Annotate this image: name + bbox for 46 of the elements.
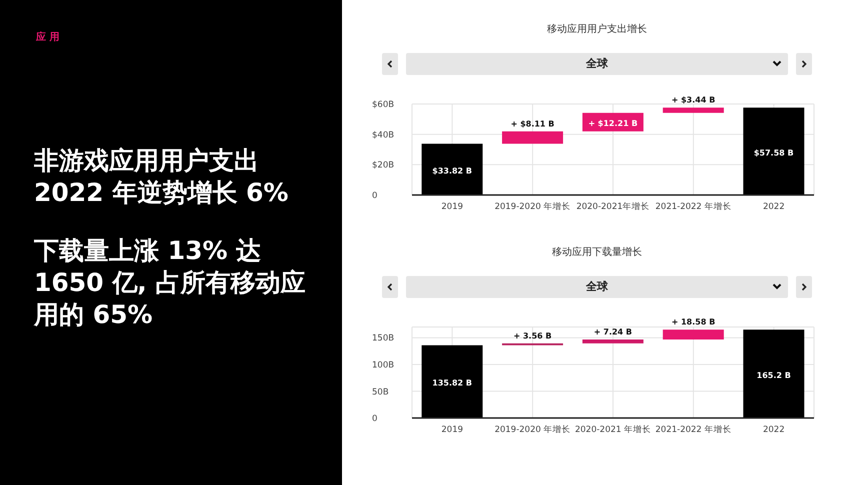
text: 2022 年逆势增长 6%	[34, 177, 290, 209]
x-tick-label: 2020-2021 年增长	[574, 424, 652, 436]
bar	[662, 330, 724, 340]
x-tick-label: 2021-2022 年增长	[655, 424, 732, 436]
x-tick-label: 2022	[762, 202, 785, 212]
data-label: 165.2 B	[756, 370, 791, 380]
bar	[422, 345, 483, 418]
data-label: $33.82 B	[432, 166, 472, 176]
y-tick-label: 150B	[372, 334, 394, 344]
text: 非游戏应用用户支出	[34, 145, 260, 177]
x-tick-label: 2019-2020 年增长	[494, 424, 571, 436]
bar	[743, 108, 804, 195]
text: 1650 亿, 占所有移动应	[34, 267, 306, 299]
x-tick-label: 2019	[441, 202, 464, 212]
x-tick-label: 2022	[762, 425, 785, 436]
y-tick-label: $60B	[372, 100, 394, 110]
data-label: + 18.58 B	[672, 318, 716, 327]
data-label: + 3.56 B	[513, 331, 552, 340]
chart-subtitle: 全球	[406, 276, 788, 298]
data-label: + $12.21 B	[588, 119, 638, 128]
chart-title: 移动应用用户支出增长	[546, 22, 648, 37]
y-tick-label: 100B	[372, 360, 394, 370]
x-tick-label: 2019	[441, 425, 464, 436]
y-tick-label: $20B	[372, 160, 394, 171]
data-label: 135.82 B	[432, 378, 472, 388]
text: 应 用	[36, 30, 60, 44]
bar	[743, 330, 804, 418]
x-tick-label: 2019-2020 年增长	[494, 201, 571, 212]
text: 下载量上涨 13% 达	[34, 235, 262, 267]
data-label: + 7.24 B	[594, 328, 632, 337]
data-label: + $3.44 B	[672, 96, 716, 105]
x-tick-label: 2020-2021年增长	[576, 201, 650, 212]
y-tick-label: $40B	[372, 130, 394, 140]
data-label: $57.58 B	[754, 148, 794, 158]
bar	[582, 340, 644, 344]
data-label: + $8.11 B	[510, 119, 554, 128]
chart-title: 移动应用下载量增长	[551, 246, 643, 260]
bar	[422, 144, 483, 195]
x-tick-label: 2021-2022 年增长	[655, 201, 732, 212]
bar	[662, 108, 724, 113]
chart-subtitle: 全球	[406, 53, 788, 75]
bar	[502, 131, 564, 144]
y-tick-label: 0	[372, 414, 378, 424]
y-tick-label: 50B	[372, 387, 389, 398]
text: 用的 65%	[34, 299, 154, 331]
y-tick-label: 0	[372, 191, 378, 202]
